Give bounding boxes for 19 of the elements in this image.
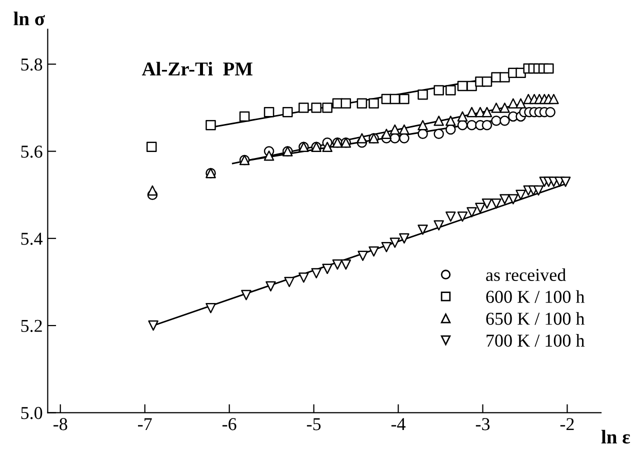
y-tick-label: 5.8 bbox=[21, 58, 42, 71]
x-tick-label: -8 bbox=[54, 418, 68, 430]
x-tick-label: -3 bbox=[476, 418, 490, 430]
legend-label: 600 K / 100 h bbox=[486, 290, 585, 303]
legend-label: 700 K / 100 h bbox=[486, 334, 585, 347]
x-tick-label: -6 bbox=[222, 418, 236, 430]
y-tick-label: 5.4 bbox=[21, 232, 43, 245]
x-tick-label: -7 bbox=[138, 418, 152, 430]
x-tick-label: -4 bbox=[391, 418, 406, 430]
y-axis-title: ln σ bbox=[14, 12, 45, 26]
y-tick-label: 5.2 bbox=[21, 320, 42, 332]
y-tick-label: 5.6 bbox=[21, 146, 42, 158]
legend-label: 650 K / 100 h bbox=[486, 312, 585, 325]
legend-label: as received bbox=[486, 268, 566, 282]
x-tick-label: -5 bbox=[306, 418, 321, 430]
x-tick-label: -2 bbox=[560, 418, 574, 430]
y-tick-label: 5.0 bbox=[21, 406, 42, 420]
x-axis-title: ln ε bbox=[601, 430, 630, 444]
text: Al-Zr-Ti PM bbox=[142, 62, 252, 76]
